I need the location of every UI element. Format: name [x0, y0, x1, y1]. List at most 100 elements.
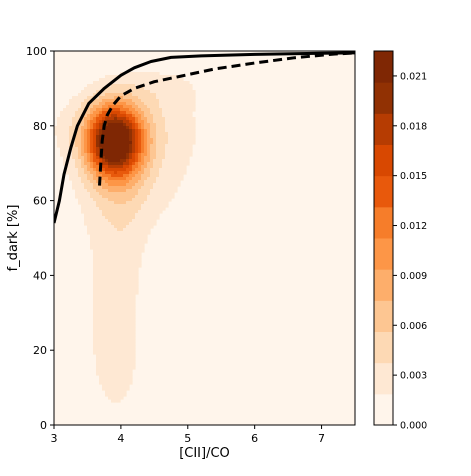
density-cell — [126, 75, 130, 79]
density-cell — [111, 156, 115, 160]
density-cell — [117, 273, 121, 277]
colorbar-band — [374, 300, 393, 332]
density-cell — [144, 93, 148, 97]
density-cell — [138, 201, 142, 205]
density-cell — [114, 213, 118, 217]
density-cell — [111, 90, 115, 94]
density-cell — [120, 84, 124, 88]
density-cell — [57, 141, 61, 145]
density-cell — [105, 390, 109, 394]
density-cell — [105, 393, 109, 397]
density-cell — [141, 249, 145, 253]
density-cell — [102, 357, 106, 361]
density-cell — [165, 204, 169, 208]
density-cell — [111, 378, 115, 382]
density-cell — [90, 198, 94, 202]
density-cell — [111, 303, 115, 307]
density-cell — [84, 180, 88, 184]
density-cell — [84, 219, 88, 223]
density-cell — [60, 114, 64, 118]
density-cell — [132, 177, 136, 181]
density-cell — [132, 282, 136, 286]
density-cell — [81, 93, 85, 97]
density-cell — [174, 102, 178, 106]
density-cell — [111, 120, 115, 124]
density-cell — [135, 120, 139, 124]
density-cell — [102, 114, 106, 118]
density-cell — [153, 105, 157, 109]
density-cell — [102, 183, 106, 187]
density-cell — [111, 261, 115, 265]
density-cell — [123, 162, 127, 166]
density-cell — [93, 324, 97, 328]
density-cell — [90, 210, 94, 214]
density-cell — [174, 144, 178, 148]
density-cell — [108, 324, 112, 328]
density-cell — [117, 279, 121, 283]
density-cell — [126, 342, 130, 346]
density-cell — [99, 108, 103, 112]
density-cell — [90, 186, 94, 190]
density-cell — [168, 126, 172, 130]
density-cell — [105, 375, 109, 379]
density-cell — [129, 123, 133, 127]
density-cell — [126, 255, 130, 259]
density-cell — [57, 120, 61, 124]
density-cell — [144, 189, 148, 193]
density-cell — [108, 147, 112, 151]
density-cell — [108, 75, 112, 79]
density-cell — [177, 102, 181, 106]
density-cell — [99, 252, 103, 256]
density-cell — [90, 171, 94, 175]
density-cell — [153, 117, 157, 121]
density-cell — [129, 207, 133, 211]
density-cell — [105, 354, 109, 358]
density-cell — [123, 216, 127, 220]
density-cell — [108, 246, 112, 250]
density-cell — [174, 180, 178, 184]
density-cell — [162, 198, 166, 202]
density-cell — [87, 111, 91, 115]
density-cell — [129, 216, 133, 220]
density-cell — [108, 276, 112, 280]
density-cell — [120, 276, 124, 280]
density-cell — [102, 243, 106, 247]
density-cell — [156, 159, 160, 163]
density-cell — [165, 96, 169, 100]
density-cell — [138, 264, 142, 268]
density-cell — [120, 135, 124, 139]
density-cell — [162, 141, 166, 145]
density-cell — [60, 117, 64, 121]
density-cell — [69, 162, 73, 166]
density-cell — [93, 204, 97, 208]
density-cell — [141, 204, 145, 208]
density-cell — [105, 210, 109, 214]
density-cell — [99, 138, 103, 142]
density-cell — [141, 234, 145, 238]
density-cell — [117, 390, 121, 394]
density-cell — [66, 150, 70, 154]
density-cell — [132, 348, 136, 352]
density-cell — [150, 126, 154, 130]
density-cell — [99, 360, 103, 364]
density-cell — [183, 102, 187, 106]
density-cell — [138, 222, 142, 226]
density-cell — [108, 129, 112, 133]
density-cell — [123, 126, 127, 130]
density-cell — [165, 168, 169, 172]
density-cell — [108, 153, 112, 157]
density-cell — [165, 135, 169, 139]
density-cell — [132, 345, 136, 349]
density-cell — [111, 126, 115, 130]
density-cell — [186, 141, 190, 145]
density-cell — [159, 138, 163, 142]
density-cell — [153, 180, 157, 184]
density-cell — [93, 174, 97, 178]
density-cell — [156, 192, 160, 196]
density-cell — [102, 270, 106, 274]
density-cell — [117, 318, 121, 322]
density-cell — [132, 267, 136, 271]
density-cell — [69, 111, 73, 115]
density-cell — [84, 168, 88, 172]
density-cell — [147, 123, 151, 127]
